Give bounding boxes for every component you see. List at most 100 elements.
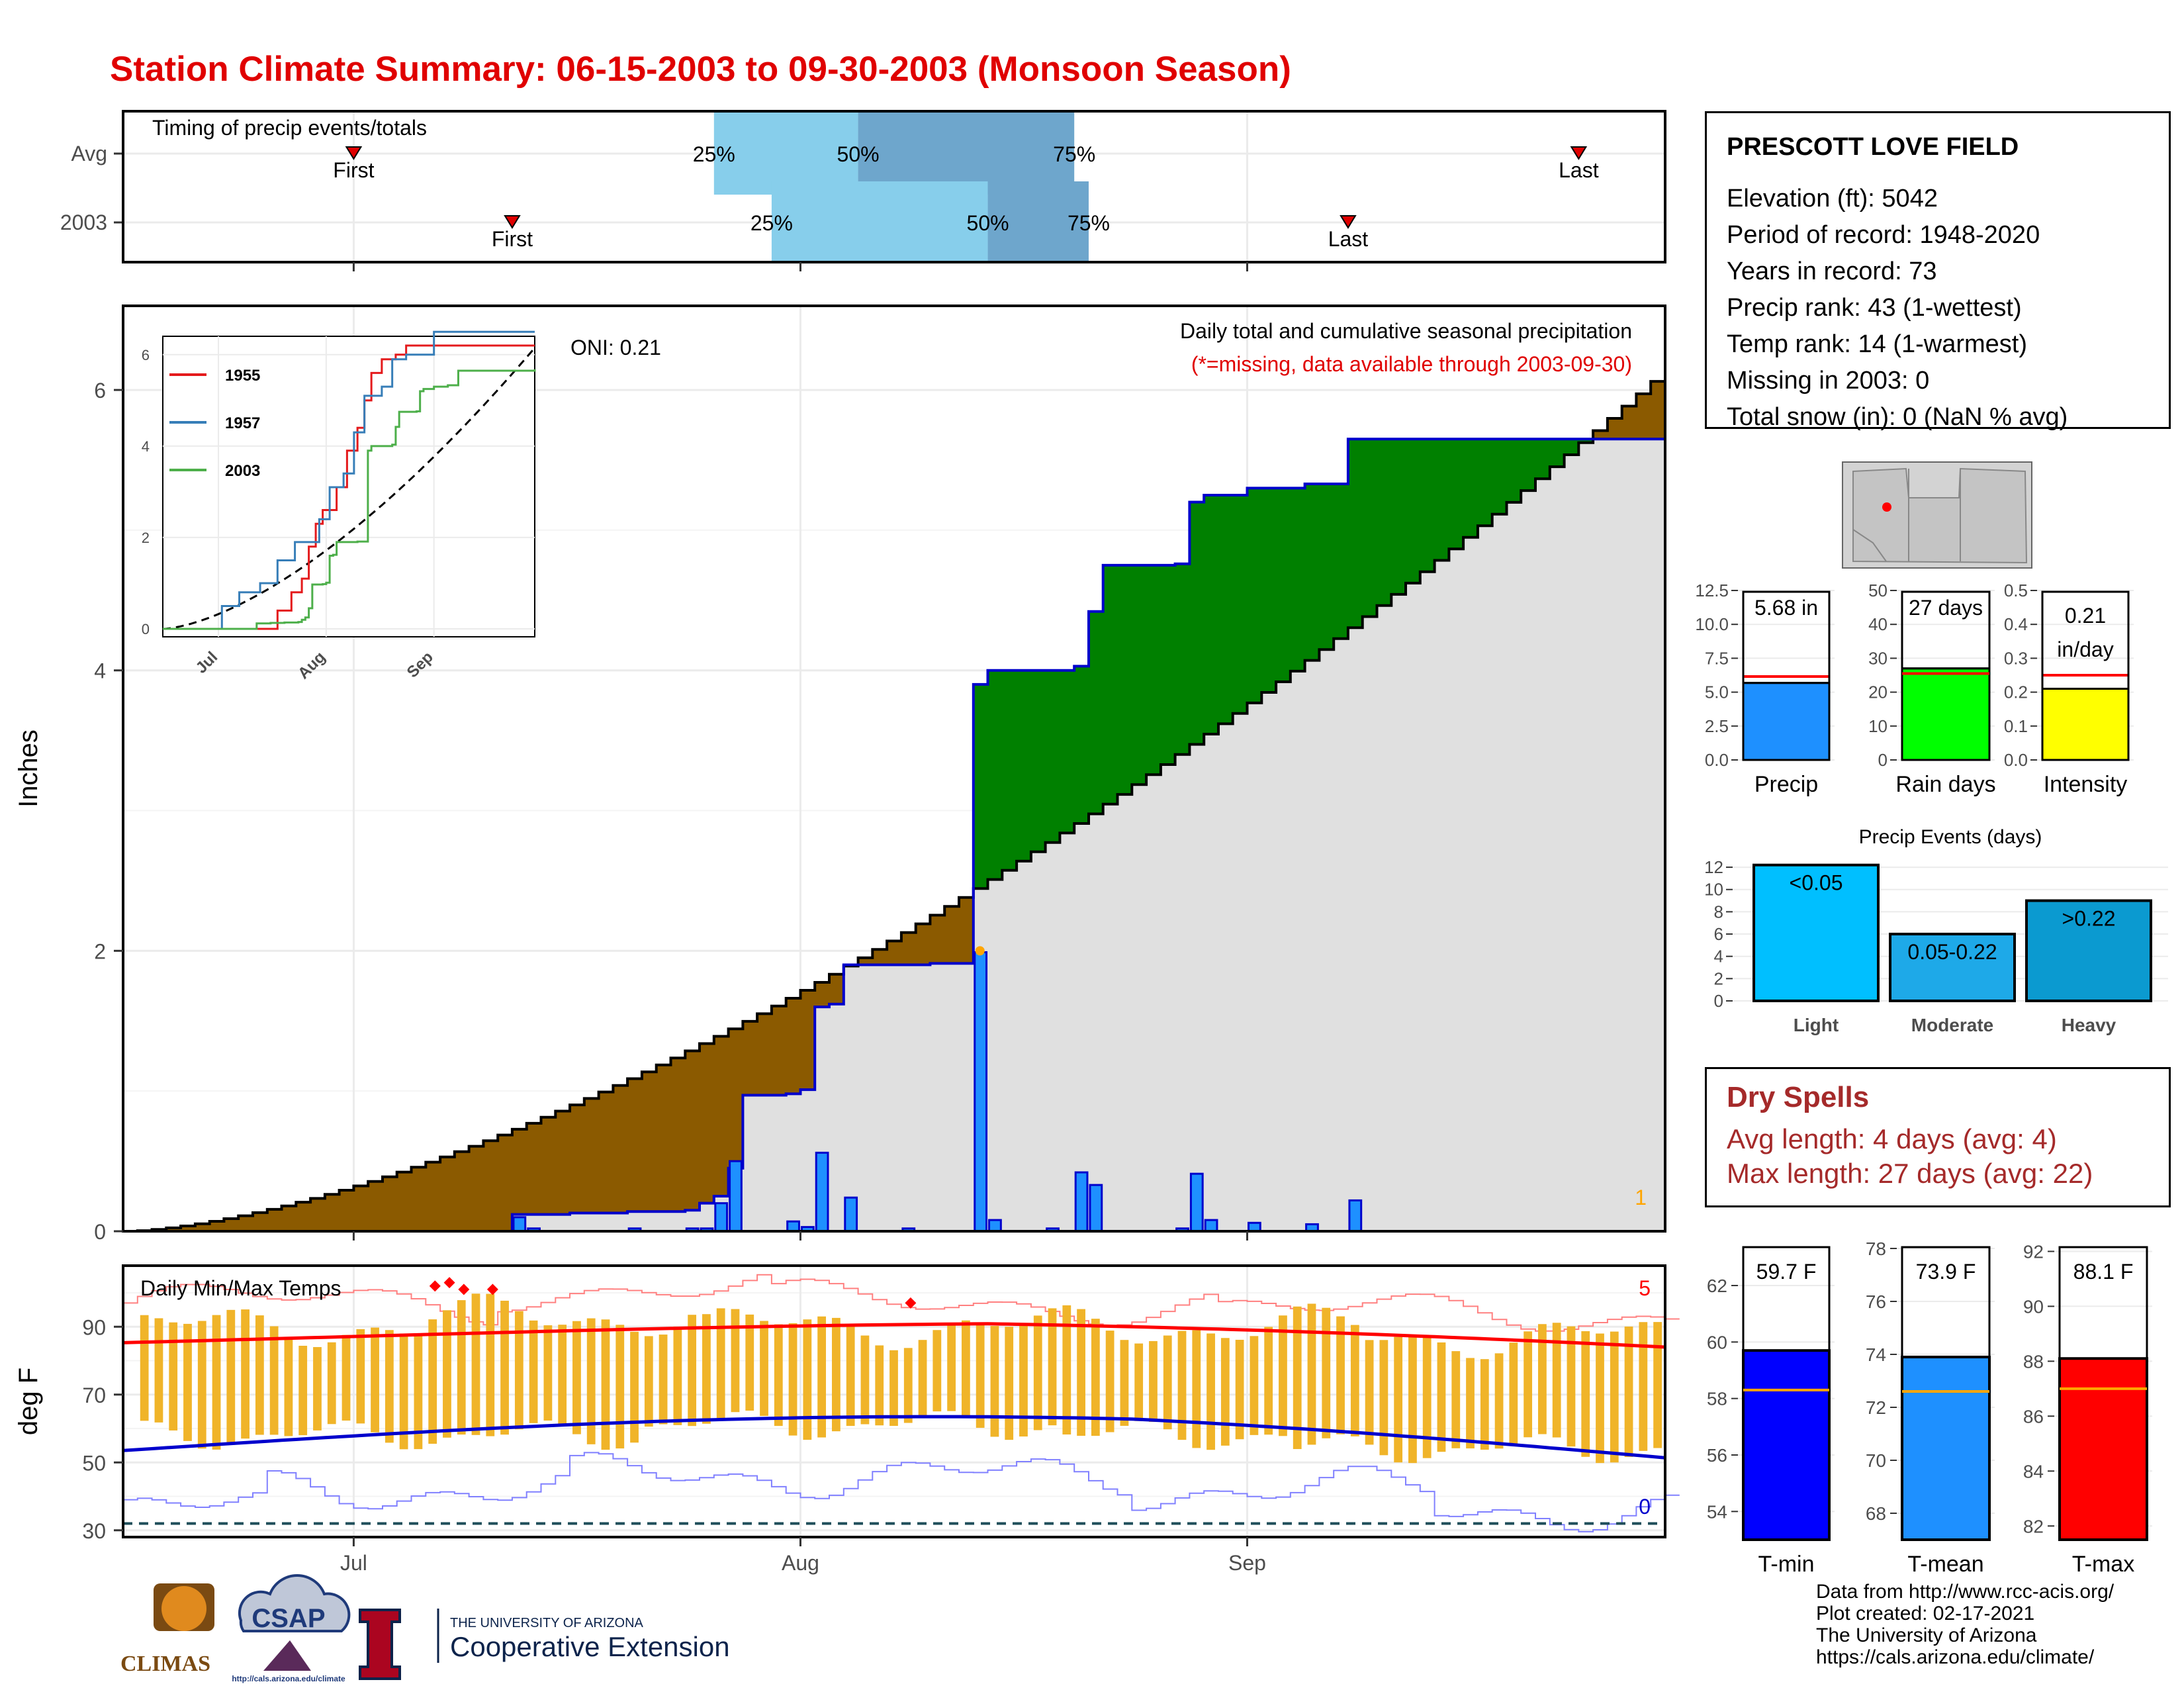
avg-cum-line — [123, 369, 1666, 1233]
daily-precip-bar — [714, 1202, 729, 1233]
daily-temp-bar — [1379, 1340, 1388, 1456]
summary-ytick-label: 0.2 — [2004, 682, 2028, 702]
temp-panel-title: Daily Min/Max Temps — [140, 1276, 341, 1300]
daily-temp-bar — [169, 1322, 178, 1430]
record-high-marker — [458, 1284, 470, 1295]
q75-label: 75% — [1068, 211, 1110, 235]
daily-temp-bar — [1336, 1316, 1345, 1434]
x-tick-label: Sep — [1228, 1551, 1266, 1575]
daily-temp-bar — [1509, 1342, 1518, 1444]
daily-temp-bar — [903, 1348, 913, 1423]
daily-temp-bar — [443, 1310, 451, 1438]
tbar-ytick-label: 76 — [1866, 1291, 1886, 1312]
shared-x-axis: Jul Aug Sep — [340, 1537, 1266, 1575]
daily-temp-bar — [586, 1318, 596, 1444]
daily-temp-bar — [197, 1321, 206, 1449]
daily-temp-bar — [673, 1326, 682, 1425]
daily-temp-bar — [1307, 1303, 1316, 1445]
daily-temp-bar — [1581, 1331, 1590, 1457]
daily-temp-bar — [1250, 1336, 1259, 1435]
daily-temp-bar — [832, 1317, 841, 1432]
summary-ytick-label: 40 — [1868, 614, 1888, 634]
tbar-ytick-label: 88 — [2023, 1351, 2044, 1372]
daily-temp-bar — [1163, 1335, 1172, 1430]
record-high-marker — [905, 1297, 917, 1309]
daily-temp-bar — [212, 1315, 221, 1450]
temp-ytick-label: 50 — [82, 1451, 106, 1475]
last-label: Last — [1559, 158, 1599, 182]
daily-temp-bar — [414, 1334, 423, 1450]
daily-temp-bar — [702, 1314, 711, 1424]
missing-marker — [975, 946, 985, 956]
summary-bar-label: Rain days — [1895, 772, 1995, 797]
events-title: Precip Events (days) — [1859, 826, 2042, 848]
summary-ytick-label: 30 — [1868, 648, 1888, 668]
daily-temp-bar — [1567, 1326, 1576, 1447]
avg-min-line — [122, 1415, 1666, 1460]
tbar-ytick-label: 60 — [1707, 1332, 1727, 1352]
precip-ytick-label: 4 — [94, 659, 106, 683]
daily-temp-bar — [399, 1333, 408, 1450]
summary-ytick-label: 5.0 — [1705, 682, 1729, 702]
daily-precip-bar — [786, 1220, 800, 1233]
csap-logo-mountain — [263, 1640, 311, 1671]
station-location-dot — [1882, 502, 1891, 512]
daily-precip-bar — [988, 1219, 1002, 1233]
daily-temp-bar — [817, 1316, 827, 1438]
inset-legend-label: 1955 — [225, 367, 260, 385]
tbar-label: T-min — [1758, 1552, 1815, 1577]
daily-temp-bar — [947, 1323, 956, 1411]
missing-count: 1 — [1635, 1186, 1647, 1209]
precip-panel: 0 2 4 6 Inches ONI: 0.21 Daily total and cumul… — [14, 305, 1666, 1244]
summary-value: 5.68 in — [1754, 596, 1818, 620]
last-label: Last — [1328, 227, 1369, 251]
summary-ytick-label: 0.3 — [2004, 648, 2028, 668]
dry-max-length: Max length: 27 days (avg: 22) — [1727, 1158, 2093, 1189]
daily-temp-bar — [341, 1335, 351, 1421]
tbar-ytick-label: 62 — [1707, 1276, 1727, 1296]
record-high-marker — [443, 1277, 455, 1289]
summary-bar-label: Intensity — [2044, 772, 2128, 797]
daily-temp-bar — [1220, 1338, 1230, 1446]
daily-temp-bar — [1105, 1331, 1115, 1432]
daily-temp-bar — [1264, 1327, 1273, 1435]
summary-value: 0.21 — [2065, 604, 2106, 628]
summary-bar-outline — [2041, 590, 2130, 690]
tbar-ytick-label: 56 — [1707, 1445, 1727, 1466]
daily-precip-bar — [512, 1216, 527, 1233]
daily-temp-bar — [1480, 1359, 1489, 1450]
credit-line: Plot created: 02-17-2021 — [1816, 1603, 2035, 1624]
daily-temp-bar — [630, 1331, 639, 1443]
event-bar-moderate — [1889, 933, 2016, 1002]
daily-temp-bar — [918, 1340, 927, 1417]
daily-temp-bar — [371, 1327, 379, 1432]
daily-temp-bar — [745, 1314, 754, 1411]
record-low-count: 0 — [1639, 1495, 1651, 1519]
daily-temp-bar — [961, 1320, 970, 1418]
daily-precip-bar — [1074, 1171, 1089, 1233]
daily-temp-bar — [241, 1309, 250, 1439]
daily-temp-bar — [1048, 1308, 1057, 1426]
tbar-ytick-label: 54 — [1707, 1501, 1727, 1522]
tbar-outline — [1901, 1246, 1991, 1358]
tbar-ytick-label: 82 — [2023, 1516, 2044, 1536]
daily-temp-bar — [1639, 1322, 1648, 1451]
daily-temp-bar — [1120, 1340, 1129, 1426]
first-marker — [345, 146, 363, 160]
daily-temp-bar — [1624, 1326, 1633, 1457]
csap-logo-text: CSAP — [251, 1604, 325, 1633]
tbar-ytick-label: 70 — [1866, 1450, 1886, 1471]
tbar-label: T-max — [2072, 1552, 2134, 1577]
daily-temp-bar — [183, 1323, 192, 1441]
daily-temp-bar — [1422, 1336, 1432, 1458]
event-range-label: >0.22 — [2062, 907, 2116, 931]
daily-precip-bar — [1204, 1219, 1218, 1233]
summary-value-unit: in/day — [2057, 637, 2113, 661]
daily-temp-bar — [1408, 1335, 1417, 1464]
timing-panel: 25% 50% 75% First Last Avg 25% 50% 75% First Last 2… — [60, 110, 1666, 271]
station-line: Total snow (in): 0 (NaN % avg) — [1727, 403, 2068, 431]
q50-label: 50% — [837, 142, 880, 166]
tbar-ytick-label: 72 — [1866, 1397, 1886, 1418]
tbar-value: 59.7 F — [1756, 1260, 1817, 1284]
climas-logo-text: CLIMAS — [120, 1652, 210, 1676]
